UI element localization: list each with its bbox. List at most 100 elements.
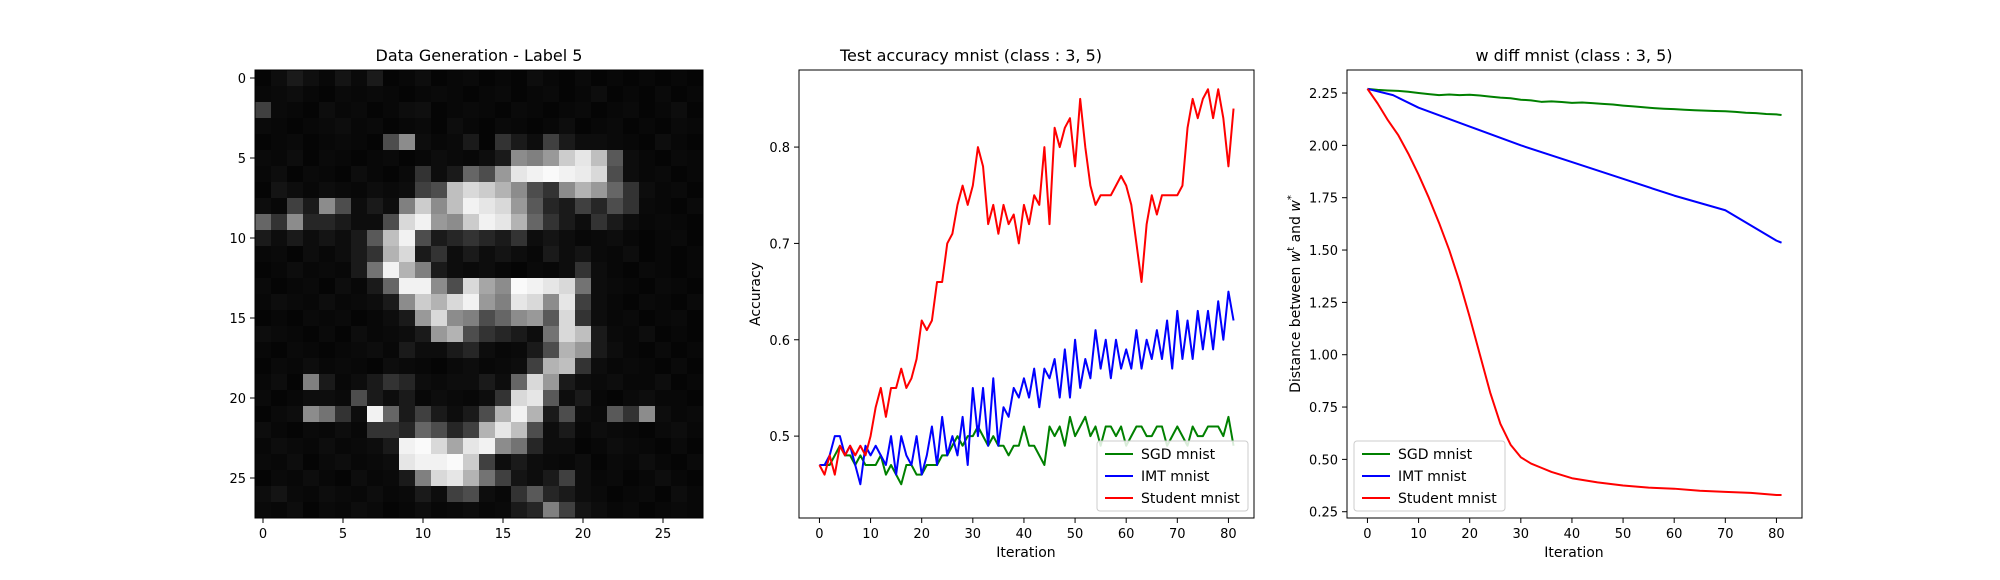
wdiff-x-axis-label: Iteration (1544, 545, 1603, 561)
heatmap-cell (671, 310, 688, 327)
heatmap-cell (687, 502, 704, 519)
heatmap-y-tick-label: 0 (238, 72, 246, 87)
heatmap-cell (271, 470, 288, 487)
heatmap-cell (271, 406, 288, 423)
heatmap-cell (303, 342, 320, 359)
heatmap-cell (687, 310, 704, 327)
heatmap-cell (671, 374, 688, 391)
heatmap-cell (351, 182, 368, 199)
heatmap-cell (511, 86, 528, 103)
heatmap-cell (591, 406, 608, 423)
heatmap-cell (543, 358, 560, 375)
heatmap-cell (463, 454, 480, 471)
heatmap-cell (335, 406, 352, 423)
heatmap-cell (319, 166, 336, 183)
heatmap-cell (479, 134, 496, 151)
heatmap-cell (335, 294, 352, 311)
heatmap-cell (591, 70, 608, 87)
heatmap-cell (271, 422, 288, 439)
heatmap-cell (399, 390, 416, 407)
heatmap-cell (511, 390, 528, 407)
heatmap-cell (271, 86, 288, 103)
heatmap-cell (591, 166, 608, 183)
accuracy-legend-box (1096, 440, 1249, 512)
heatmap-cell (415, 214, 432, 231)
heatmap-cell (495, 230, 512, 247)
heatmap-cell (463, 70, 480, 87)
heatmap-cell (383, 342, 400, 359)
heatmap-cell (607, 438, 624, 455)
heatmap-cell (671, 454, 688, 471)
heatmap-cell (687, 166, 704, 183)
heatmap-cell (335, 486, 352, 503)
heatmap-cell (255, 486, 272, 503)
heatmap-cell (511, 118, 528, 135)
accuracy-x-tick-label: 40 (1016, 527, 1033, 542)
heatmap-cell (495, 278, 512, 295)
heatmap-cell (479, 342, 496, 359)
heatmap-cell (511, 486, 528, 503)
heatmap-cell (383, 134, 400, 151)
heatmap-cell (527, 262, 544, 279)
heatmap-cell (415, 118, 432, 135)
heatmap-cell (383, 326, 400, 343)
heatmap-cell (671, 470, 688, 487)
heatmap-cell (639, 374, 656, 391)
heatmap-cell (351, 278, 368, 295)
heatmap-cell (271, 278, 288, 295)
wdiff-y-label-part-5: w (1288, 200, 1304, 212)
heatmap-cell (303, 198, 320, 215)
heatmap-cell (367, 310, 384, 327)
heatmap-cell (271, 150, 288, 167)
heatmap-cell (495, 214, 512, 231)
heatmap-cell (463, 310, 480, 327)
heatmap-cell (671, 422, 688, 439)
heatmap-cell (623, 438, 640, 455)
heatmap-cell (415, 502, 432, 519)
heatmap-cell (367, 374, 384, 391)
heatmap-cell (623, 422, 640, 439)
heatmap-cell (367, 262, 384, 279)
heatmap-cell (447, 438, 464, 455)
heatmap-cell (303, 70, 320, 87)
heatmap-cell (559, 86, 576, 103)
heatmap-cell (335, 422, 352, 439)
heatmap-cell (655, 166, 672, 183)
heatmap-cell (511, 470, 528, 487)
heatmap-cell (383, 262, 400, 279)
heatmap-cell (367, 406, 384, 423)
heatmap-cell (495, 70, 512, 87)
heatmap-cell (575, 166, 592, 183)
heatmap-cell (415, 198, 432, 215)
heatmap-cell (559, 374, 576, 391)
heatmap-cell (543, 326, 560, 343)
accuracy-y-tick-label: 0.6 (769, 334, 790, 349)
heatmap-cell (335, 502, 352, 519)
heatmap-cell (319, 310, 336, 327)
wdiff-legend-label-student: Student mnist (1398, 491, 1497, 507)
heatmap-cell (319, 278, 336, 295)
heatmap-cell (495, 326, 512, 343)
heatmap-cell (495, 118, 512, 135)
heatmap-cell (383, 486, 400, 503)
heatmap-cell (671, 246, 688, 263)
heatmap-cell (399, 182, 416, 199)
heatmap-cell (687, 358, 704, 375)
heatmap-cell (351, 326, 368, 343)
heatmap-cell (607, 342, 624, 359)
heatmap-cell (383, 390, 400, 407)
heatmap-cell (543, 118, 560, 135)
accuracy-x-axis-label: Iteration (996, 545, 1055, 561)
heatmap-cell (527, 374, 544, 391)
wdiff-y-tick-label: 0.25 (1309, 506, 1338, 521)
heatmap-cell (335, 166, 352, 183)
heatmap-cell (463, 278, 480, 295)
heatmap-cell (527, 134, 544, 151)
heatmap-cell (335, 150, 352, 167)
heatmap-cell (575, 486, 592, 503)
accuracy-series-line-2 (818, 88, 1235, 476)
heatmap-cell (319, 470, 336, 487)
heatmap-cell (511, 438, 528, 455)
wdiff-series-line-2 (1366, 88, 1782, 496)
heatmap-cell (399, 198, 416, 215)
